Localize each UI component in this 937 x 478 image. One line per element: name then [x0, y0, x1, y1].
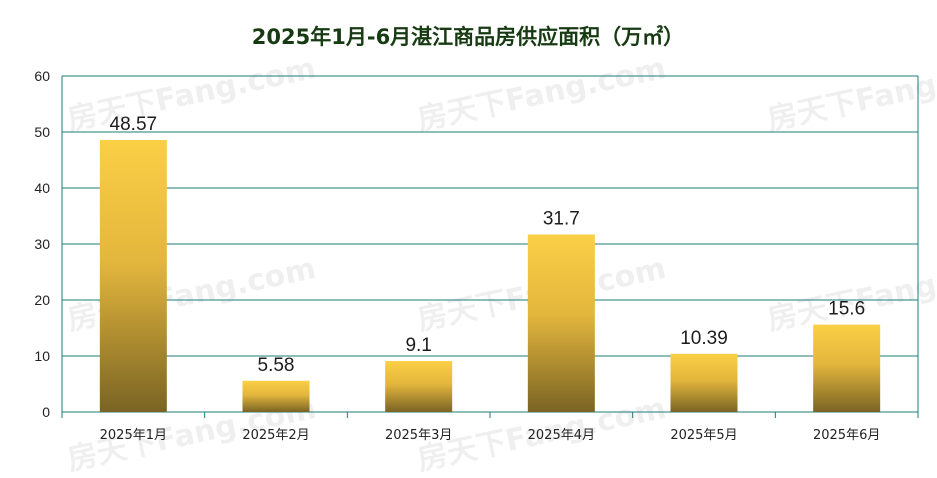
x-tick-label: 2025年2月	[242, 428, 309, 443]
data-labels: 48.57 5.58 9.1 31.7 10.39 15.6	[110, 114, 866, 376]
bar	[527, 234, 595, 412]
y-tick-label: 10	[34, 348, 50, 364]
y-tick-label: 60	[34, 68, 50, 84]
data-label: 15.6	[828, 299, 865, 320]
data-label: 9.1	[405, 335, 431, 356]
y-tick-label: 0	[42, 404, 50, 420]
bar	[99, 140, 167, 412]
bar	[242, 380, 310, 412]
watermark-text: 房天下Fang.com	[64, 51, 319, 138]
chart-title: 2025年1月-6月湛江商品房供应面积（万㎡）	[252, 25, 684, 49]
data-label: 10.39	[680, 328, 728, 349]
data-label: 48.57	[110, 114, 158, 135]
x-tick-label: 2025年5月	[670, 428, 737, 443]
x-tick-label: 2025年3月	[385, 428, 452, 443]
bar	[385, 361, 453, 412]
bar	[813, 324, 881, 412]
y-tick-label: 30	[34, 236, 50, 252]
x-tick-label: 2025年4月	[528, 428, 595, 443]
bar	[670, 353, 738, 412]
watermark-layer: 房天下Fang.com 房天下Fang.com房天下Fang.com房天下Fang…	[64, 51, 937, 478]
y-tick-label: 50	[34, 124, 50, 140]
gridlines	[61, 75, 919, 413]
y-tick-label: 40	[34, 180, 50, 196]
x-tick-label: 2025年1月	[100, 428, 167, 443]
data-label: 5.58	[258, 355, 295, 376]
watermark-text: 房天下Fang.com	[764, 51, 937, 138]
x-axis: 2025年1月 2025年2月 2025年3月 2025年4月 2025年5月 2025年…	[61, 412, 919, 443]
data-label: 31.7	[543, 208, 580, 229]
bars	[99, 140, 881, 412]
y-axis: 0 10 20 30 40 50 60	[34, 68, 50, 420]
x-tick-label: 2025年6月	[813, 428, 880, 443]
watermark-text: 房天下Fang.com	[414, 51, 669, 138]
y-tick-label: 20	[34, 292, 50, 308]
